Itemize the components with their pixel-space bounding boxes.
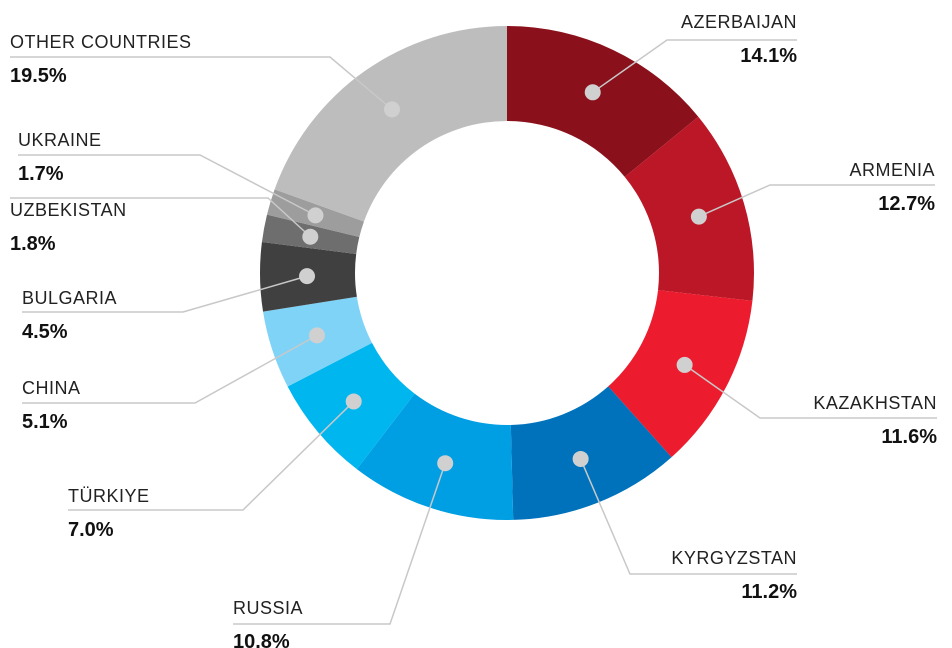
leader-dot (572, 450, 589, 467)
slice-label: CHINA (22, 378, 81, 398)
donut-slice (624, 116, 754, 301)
donut-slice (510, 386, 672, 520)
leader-dot (307, 207, 324, 224)
slice-value-label: 7.0% (68, 519, 114, 541)
slice-value-label: 11.6% (881, 426, 937, 448)
slice-value-label: 14.1% (740, 45, 797, 67)
slice-label: OTHER COUNTRIES (10, 32, 192, 52)
donut-slice (507, 26, 699, 177)
slice-value-label: 19.5% (10, 65, 67, 87)
leader-line (22, 275, 308, 313)
leader-dot (302, 228, 319, 245)
leader-dot (690, 208, 707, 225)
donut-slice (356, 393, 514, 520)
donut-slice (274, 26, 507, 222)
slice-label: UKRAINE (18, 130, 102, 150)
leader-line (68, 400, 355, 511)
leader-line (684, 364, 937, 419)
slice-label: UZBEKISTAN (10, 200, 127, 220)
slice-value-label: 11.2% (741, 581, 797, 603)
slice-label: TÜRKIYE (68, 486, 150, 506)
leader-line (10, 197, 311, 238)
slice-value-label: 4.5% (22, 321, 68, 343)
leader-dot (345, 393, 362, 410)
leader-line (233, 462, 446, 625)
slice-label: BULGARIA (22, 288, 117, 308)
leader-line (22, 334, 318, 404)
slice-value-label: 1.8% (10, 233, 56, 255)
leader-line (698, 184, 935, 218)
leader-line (579, 458, 797, 575)
slice-label: KAZAKHSTAN (813, 393, 937, 413)
leader-dot (437, 455, 454, 472)
leader-line (18, 154, 316, 217)
slice-value-label: 12.7% (878, 193, 935, 215)
slice-label: RUSSIA (233, 598, 303, 618)
leader-dot (584, 84, 601, 101)
slice-label: AZERBAIJAN (681, 12, 797, 32)
leader-dot (299, 268, 316, 285)
slice-label: KYRGYZSTAN (671, 548, 797, 568)
slice-value-label: 10.8% (233, 631, 290, 648)
leader-dot (308, 327, 325, 344)
slice-value-label: 1.7% (18, 163, 64, 185)
donut-slice (608, 290, 753, 458)
leader-dot (676, 356, 693, 373)
slice-value-label: 5.1% (22, 411, 68, 433)
leader-dot (383, 101, 400, 118)
leader-line (10, 56, 393, 110)
slice-label: ARMENIA (849, 160, 935, 180)
leader-line (592, 39, 797, 93)
